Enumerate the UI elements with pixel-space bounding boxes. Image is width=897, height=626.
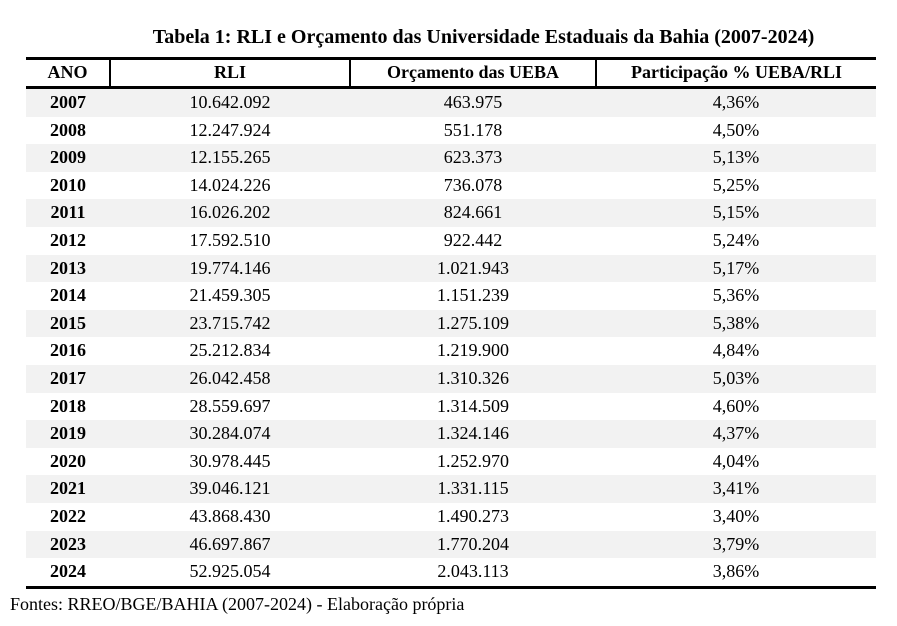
table-row: 2010 14.024.226 736.078 5,25% <box>26 171 876 200</box>
cell-ano: 2017 <box>50 367 86 388</box>
cell-orcamento-ueba: 922.442 <box>443 229 503 250</box>
cell-ano: 2021 <box>50 478 86 499</box>
cell-ano: 2012 <box>50 229 86 250</box>
source-note: Fontes: RREO/BGE/BAHIA (2007-2024) - Ela… <box>10 593 465 614</box>
cell-ano: 2018 <box>50 395 86 416</box>
header-row: ANO RLI Orçamento das UEBA Participação … <box>26 58 876 88</box>
table-row: 2018 28.559.697 1.314.509 4,60% <box>26 392 876 421</box>
cell-ano: 2011 <box>50 202 86 223</box>
table-row: 2015 23.715.742 1.275.109 5,38% <box>26 309 876 338</box>
cell-ano: 2016 <box>50 340 86 361</box>
cell-participacao: 5,38% <box>712 312 760 333</box>
cell-ano: 2020 <box>50 450 86 471</box>
cell-participacao: 3,86% <box>712 561 760 582</box>
cell-participacao: 5,17% <box>712 257 760 278</box>
col-header-rli: RLI <box>109 58 350 88</box>
table-row: 2012 17.592.510 922.442 5,24% <box>26 226 876 255</box>
cell-ano: 2009 <box>50 147 86 168</box>
cell-ano: 2013 <box>50 257 86 278</box>
cell-rli: 21.459.305 <box>189 285 271 306</box>
table-row: 2011 16.026.202 824.661 5,15% <box>26 199 876 227</box>
cell-participacao: 4,04% <box>712 450 760 471</box>
table-title: Tabela 1: RLI e Orçamento das Universida… <box>152 26 815 48</box>
cell-rli: 12.155.265 <box>189 147 271 168</box>
cell-participacao: 5,24% <box>712 229 760 250</box>
cell-orcamento-ueba: 1.151.239 <box>437 285 509 306</box>
cell-participacao: 5,03% <box>712 367 760 388</box>
cell-orcamento-ueba: 1.324.146 <box>437 423 509 444</box>
table-row: 2019 30.284.074 1.324.146 4,37% <box>26 420 876 448</box>
cell-rli: 17.592.510 <box>189 229 271 250</box>
cell-rli: 19.774.146 <box>189 257 271 278</box>
table-row: 2024 52.925.054 2.043.113 3,86% <box>26 558 876 588</box>
cell-orcamento-ueba: 1.770.204 <box>437 533 509 554</box>
cell-rli: 30.978.445 <box>189 450 271 471</box>
cell-participacao: 4,50% <box>712 119 760 140</box>
cell-ano: 2010 <box>50 174 86 195</box>
cell-participacao: 4,37% <box>712 423 760 444</box>
cell-orcamento-ueba: 1.275.109 <box>437 312 509 333</box>
cell-rli: 43.868.430 <box>189 505 271 526</box>
cell-orcamento-ueba: 1.314.509 <box>437 395 509 416</box>
cell-participacao: 5,36% <box>712 285 760 306</box>
cell-rli: 46.697.867 <box>189 533 271 554</box>
cell-rli: 14.024.226 <box>189 174 271 195</box>
cell-rli: 26.042.458 <box>189 367 271 388</box>
cell-participacao: 5,25% <box>712 174 760 195</box>
table-row: 2008 12.247.924 551.178 4,50% <box>26 116 876 145</box>
cell-participacao: 3,41% <box>712 478 760 499</box>
page: { "title": "Tabela 1: RLI e Orçamento da… <box>0 26 897 626</box>
table-row: 2017 26.042.458 1.310.326 5,03% <box>26 364 876 393</box>
cell-orcamento-ueba: 1.219.900 <box>437 340 509 361</box>
table-row: 2020 30.978.445 1.252.970 4,04% <box>26 447 876 476</box>
cell-ano: 2014 <box>50 285 86 306</box>
cell-orcamento-ueba: 1.490.273 <box>437 505 509 526</box>
cell-orcamento-ueba: 1.021.943 <box>437 257 509 278</box>
cell-rli: 12.247.924 <box>189 119 271 140</box>
cell-rli: 16.026.202 <box>189 202 271 223</box>
cell-participacao: 4,84% <box>712 340 760 361</box>
cell-orcamento-ueba: 1.252.970 <box>437 450 509 471</box>
table-row: 2016 25.212.834 1.219.900 4,84% <box>26 337 876 365</box>
table-row: 2009 12.155.265 623.373 5,13% <box>26 144 876 172</box>
cell-rli: 52.925.054 <box>189 561 271 582</box>
table-row: 2014 21.459.305 1.151.239 5,36% <box>26 282 876 310</box>
cell-participacao: 4,60% <box>712 395 760 416</box>
table-row: 2013 19.774.146 1.021.943 5,17% <box>26 254 876 283</box>
cell-rli: 28.559.697 <box>189 395 271 416</box>
cell-orcamento-ueba: 623.373 <box>443 147 503 168</box>
cell-ano: 2007 <box>50 92 86 112</box>
col-header-participacao: Participação % UEBA/RLI <box>595 58 876 88</box>
cell-orcamento-ueba: 1.310.326 <box>437 367 509 388</box>
cell-participacao: 3,79% <box>712 533 760 554</box>
cell-ano: 2008 <box>50 119 86 140</box>
cell-ano: 2024 <box>50 561 86 582</box>
table-row: 2021 39.046.121 1.331.115 3,41% <box>26 475 876 503</box>
cell-rli: 30.284.074 <box>189 423 271 444</box>
data-table: ANO RLI Orçamento das UEBA Participação … <box>26 57 876 589</box>
col-header-orcamento-ueba: Orçamento das UEBA <box>349 58 596 88</box>
cell-participacao: 5,15% <box>712 202 760 223</box>
cell-orcamento-ueba: 736.078 <box>443 174 503 195</box>
cell-participacao: 3,40% <box>712 505 760 526</box>
cell-ano: 2023 <box>50 533 86 554</box>
cell-orcamento-ueba: 463.975 <box>443 92 503 112</box>
cell-rli: 23.715.742 <box>189 312 271 333</box>
cell-participacao: 4,36% <box>712 92 760 112</box>
cell-ano: 2015 <box>50 312 86 333</box>
cell-ano: 2019 <box>50 423 86 444</box>
cell-orcamento-ueba: 2.043.113 <box>437 561 509 582</box>
table-row: 2007 10.642.092 463.975 4,36% <box>26 87 876 117</box>
col-header-ano: ANO <box>47 62 88 82</box>
cell-orcamento-ueba: 1.331.115 <box>437 478 509 499</box>
cell-participacao: 5,13% <box>712 147 760 168</box>
cell-rli: 10.642.092 <box>189 92 271 112</box>
table-row: 2023 46.697.867 1.770.204 3,79% <box>26 530 876 559</box>
cell-ano: 2022 <box>50 505 86 526</box>
cell-rli: 39.046.121 <box>189 478 271 499</box>
table-row: 2022 43.868.430 1.490.273 3,40% <box>26 502 876 531</box>
cell-rli: 25.212.834 <box>189 340 271 361</box>
cell-orcamento-ueba: 824.661 <box>443 202 503 223</box>
cell-orcamento-ueba: 551.178 <box>443 119 503 140</box>
